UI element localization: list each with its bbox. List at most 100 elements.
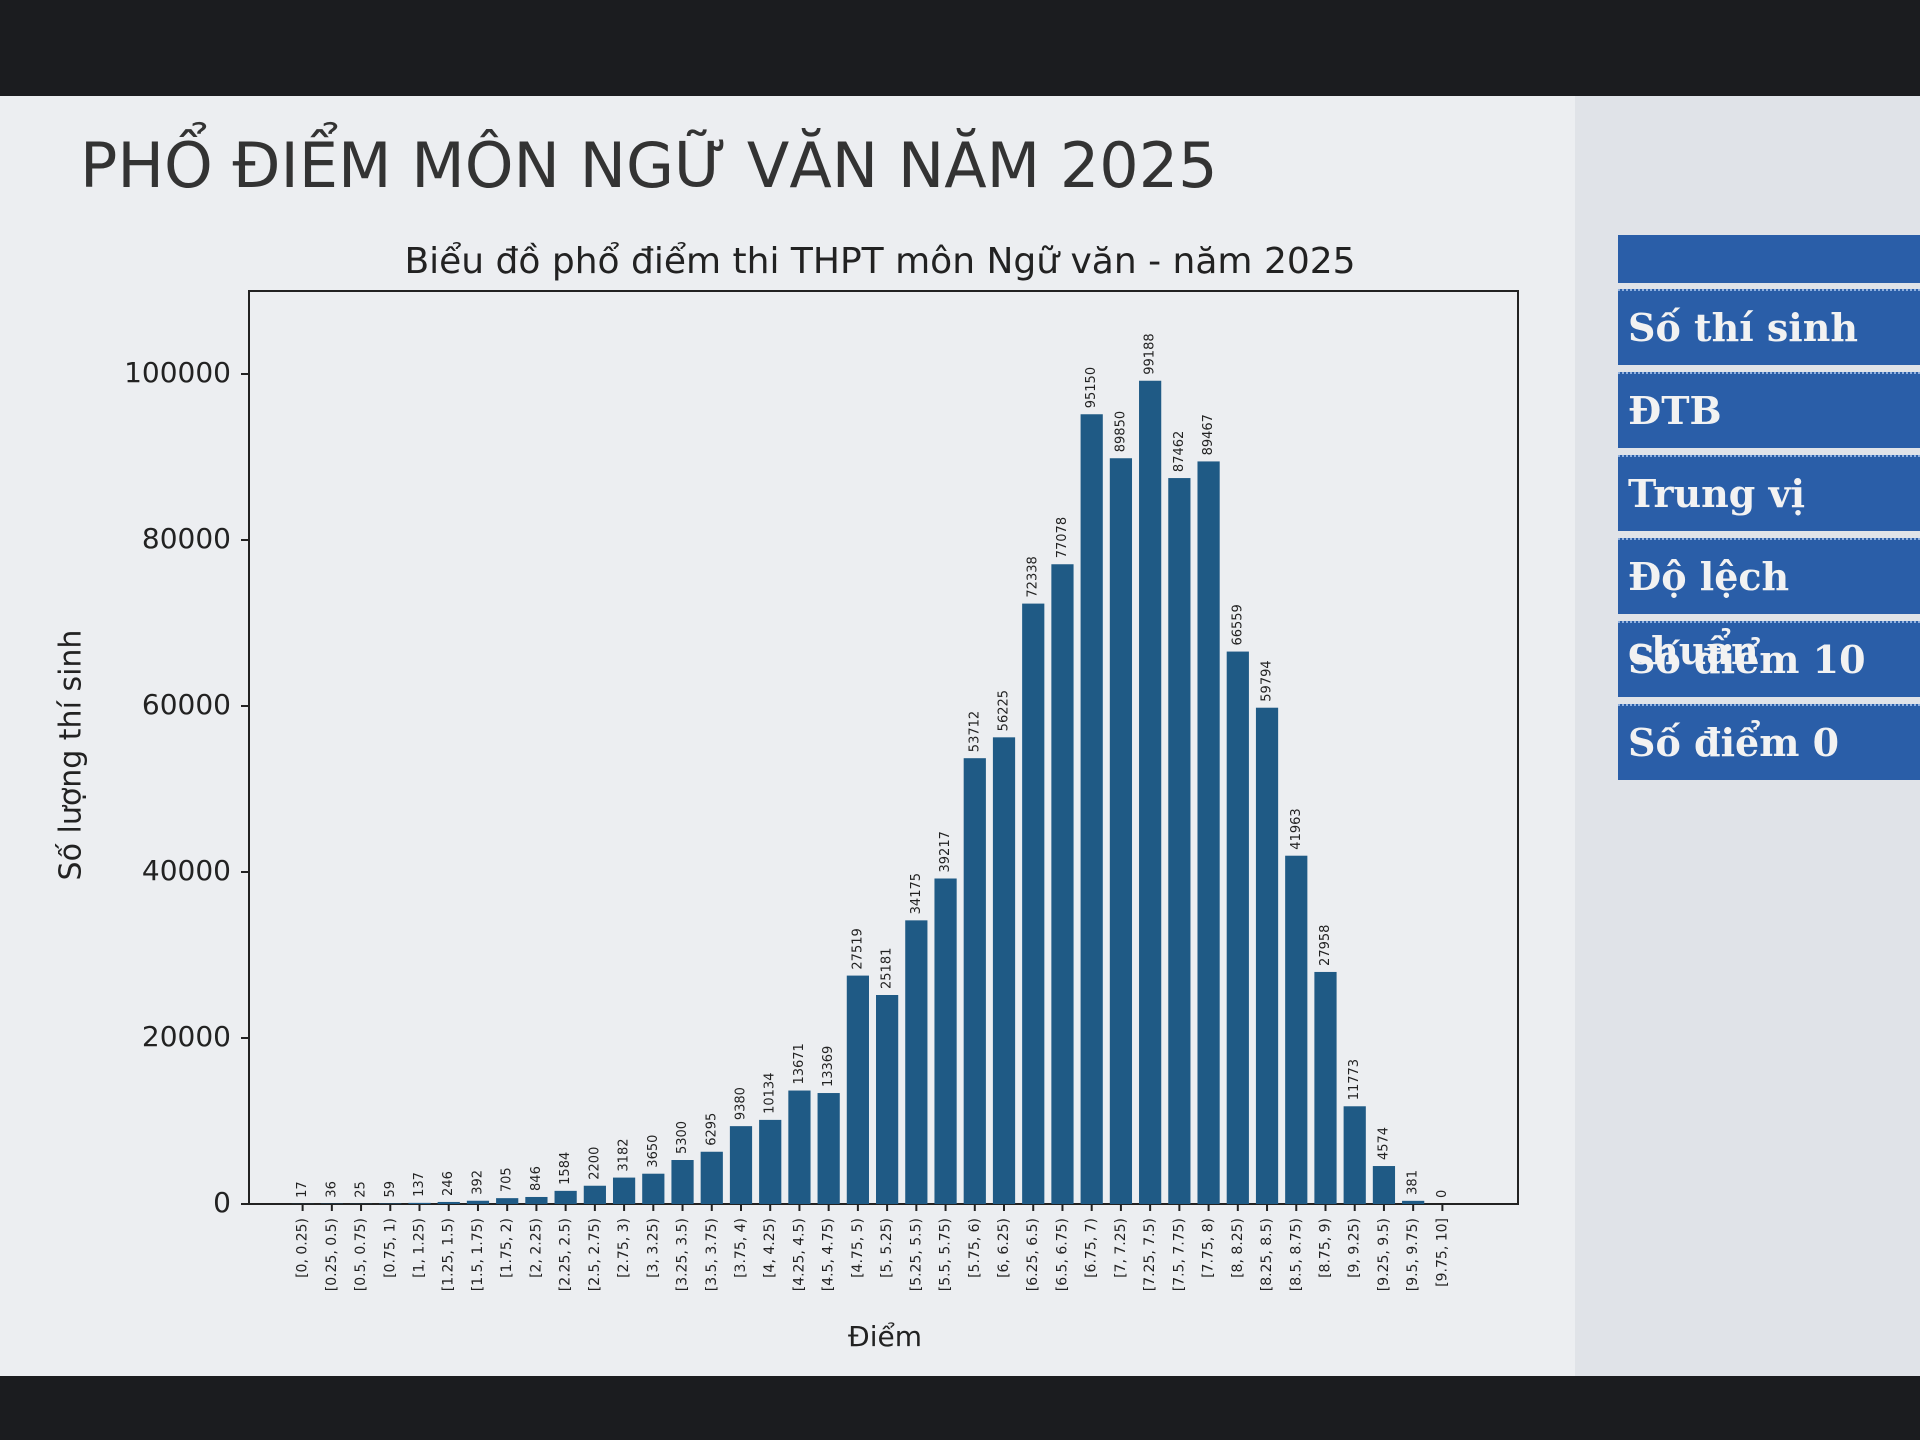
x-tick-label: [1.75, 2)	[499, 1218, 515, 1278]
x-tick-label: [5.25, 5.5)	[908, 1218, 924, 1291]
bar	[1285, 855, 1308, 1204]
bar	[671, 1160, 694, 1204]
bar	[905, 920, 928, 1204]
bar	[934, 878, 957, 1204]
data-label: 89850	[1113, 411, 1128, 452]
data-label: 59	[383, 1181, 398, 1198]
bar	[963, 758, 986, 1204]
bar	[759, 1119, 782, 1204]
panel-row: Số điểm 0	[1618, 704, 1920, 780]
data-label: 89467	[1201, 414, 1216, 455]
x-tick-label: [0.25, 0.5)	[324, 1218, 340, 1291]
data-label: 4574	[1376, 1127, 1391, 1160]
bar	[525, 1196, 548, 1204]
data-label: 0	[1435, 1190, 1450, 1198]
x-tick-label: [5.75, 6)	[967, 1218, 983, 1278]
x-tick-label: [6.75, 7)	[1084, 1218, 1100, 1278]
chart: PHỔ ĐIỂM MÔN NGỮ VĂN NĂM 2025 Biểu đồ ph…	[54, 122, 1519, 1353]
bar	[729, 1126, 753, 1204]
x-tick-label: [3.75, 4)	[733, 1218, 749, 1278]
panel-header	[1618, 235, 1920, 283]
panel-row: Số thí sinh	[1618, 289, 1920, 365]
bar	[1080, 414, 1103, 1204]
y-tick-label: 100000	[124, 356, 231, 389]
y-tick-label: 0	[213, 1186, 231, 1219]
data-label: 36	[324, 1181, 339, 1198]
x-tick-label: [7.5, 7.75)	[1171, 1218, 1187, 1291]
data-label: 53712	[967, 711, 982, 752]
data-label: 72338	[1026, 556, 1041, 597]
bar	[1168, 478, 1191, 1204]
panel-row: ĐTB	[1618, 372, 1920, 448]
data-label: 66559	[1230, 604, 1245, 645]
bar	[846, 975, 869, 1204]
x-tick-label: [2, 2.25)	[528, 1218, 544, 1278]
data-label: 846	[529, 1166, 544, 1191]
data-label: 3182	[617, 1138, 632, 1171]
data-label: 95150	[1084, 367, 1099, 408]
x-tick-label: [1, 1.25)	[412, 1218, 428, 1278]
bottom-bar	[0, 1376, 1920, 1440]
x-tick-label: [9.5, 9.75)	[1405, 1218, 1421, 1291]
panel-row: Độ lệch chuẩn	[1618, 538, 1920, 673]
data-label: 705	[500, 1167, 515, 1192]
x-tick-label: [0.75, 1)	[382, 1218, 398, 1278]
x-tick-label: [3.5, 3.75)	[704, 1218, 720, 1291]
y-tick-label: 20000	[142, 1020, 231, 1053]
data-label: 392	[470, 1170, 485, 1195]
x-tick-label: [4, 4.25)	[762, 1218, 778, 1278]
x-tick-label: [7.25, 7.5)	[1142, 1218, 1158, 1291]
data-label: 11773	[1347, 1059, 1362, 1100]
data-label: 99188	[1143, 333, 1158, 374]
bar	[1022, 603, 1045, 1204]
x-tick-label: [6.25, 6.5)	[1025, 1218, 1041, 1291]
data-label: 27958	[1318, 925, 1333, 966]
x-tick-label: [4.25, 4.5)	[791, 1218, 807, 1291]
x-tick-label: [7.75, 8)	[1201, 1218, 1217, 1278]
data-label: 2200	[587, 1147, 602, 1180]
data-label: 27519	[850, 928, 865, 969]
bar	[408, 1202, 431, 1204]
x-tick-label: [1.25, 1.5)	[441, 1218, 457, 1291]
data-label: 25181	[880, 948, 895, 989]
bar	[1255, 707, 1279, 1204]
x-tick-label: [3, 3.25)	[645, 1218, 661, 1278]
data-label: 34175	[909, 873, 924, 914]
x-tick-label: [4.75, 5)	[850, 1218, 866, 1278]
data-label: 13671	[792, 1043, 807, 1084]
x-tick-label: [6.5, 6.75)	[1054, 1218, 1070, 1291]
bar	[466, 1200, 490, 1204]
bar	[992, 737, 1016, 1204]
bar	[642, 1173, 665, 1204]
page-title: PHỔ ĐIỂM MÔN NGỮ VĂN NĂM 2025	[80, 122, 1218, 202]
bar	[700, 1151, 723, 1204]
bar	[554, 1190, 577, 1204]
top-bar	[0, 0, 1920, 96]
data-label: 3650	[646, 1135, 661, 1168]
x-tick-label: [2.25, 2.5)	[558, 1218, 574, 1291]
x-tick-label: [2.5, 2.75)	[587, 1218, 603, 1291]
bar	[1051, 564, 1074, 1204]
x-tick-label: [8, 8.25)	[1230, 1218, 1246, 1278]
bar	[817, 1093, 840, 1204]
x-tick-label: [4.5, 4.75)	[821, 1218, 837, 1291]
data-label: 1584	[558, 1152, 573, 1185]
x-tick-label: [6, 6.25)	[996, 1218, 1012, 1278]
data-label: 17	[295, 1181, 310, 1198]
x-tick-label: [8.75, 9)	[1317, 1218, 1333, 1278]
y-tick-label: 40000	[142, 854, 231, 887]
x-tick-label: [9, 9.25)	[1347, 1218, 1363, 1278]
data-label: 381	[1406, 1170, 1421, 1195]
y-tick-label: 80000	[142, 522, 231, 555]
data-label: 77078	[1055, 517, 1070, 558]
panel-row: Số điểm 10	[1618, 621, 1920, 697]
data-label: 59794	[1260, 660, 1275, 701]
data-label: 6295	[704, 1113, 719, 1146]
data-label: 25	[354, 1181, 369, 1198]
data-label: 13369	[821, 1046, 836, 1087]
x-tick-label: [1.5, 1.75)	[470, 1218, 486, 1291]
x-tick-label: [0, 0.25)	[295, 1218, 311, 1278]
x-tick-label: [3.25, 3.5)	[675, 1218, 691, 1291]
